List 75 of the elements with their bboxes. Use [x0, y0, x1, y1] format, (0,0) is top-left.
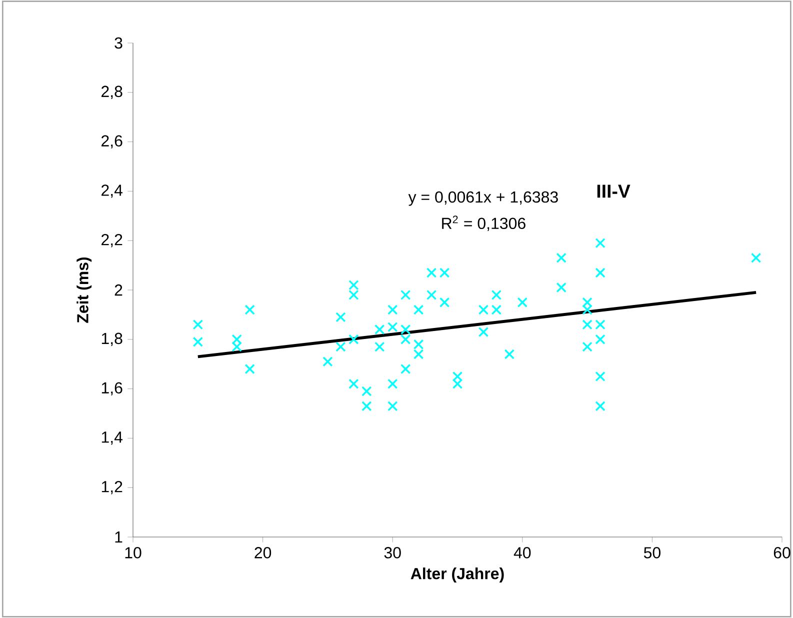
x-tick-label: 30 [384, 547, 401, 558]
point [595, 268, 606, 278]
y-tick-label: 1,6 [102, 382, 122, 396]
point [232, 334, 242, 345]
point [439, 297, 450, 308]
y-tick-label: 1 [115, 532, 122, 543]
point [504, 349, 515, 360]
point [387, 322, 398, 332]
point [322, 356, 333, 367]
annotation: III-V [597, 184, 630, 198]
point [595, 371, 606, 382]
point [244, 304, 255, 315]
point [556, 252, 566, 263]
point [348, 378, 359, 389]
point [336, 312, 346, 322]
point [426, 290, 437, 300]
point [452, 371, 463, 382]
point [582, 297, 592, 308]
point [348, 280, 359, 290]
point [387, 400, 398, 412]
x-tick-label: 60 [774, 547, 790, 558]
point [232, 342, 242, 352]
y-tick-label: 2,4 [102, 184, 122, 198]
point [556, 282, 566, 293]
point [582, 342, 592, 352]
point [439, 268, 450, 278]
point [192, 319, 204, 330]
point [348, 290, 359, 300]
point [400, 324, 411, 335]
point [426, 268, 437, 278]
point [400, 334, 411, 345]
point [595, 400, 606, 412]
point [362, 386, 372, 396]
point [413, 349, 424, 360]
annotation: R$^{2}$ = 0,1306 [442, 216, 526, 231]
y-tick-label: 2,6 [102, 135, 122, 148]
point [336, 342, 346, 352]
point [362, 400, 372, 412]
point [387, 378, 398, 389]
point [374, 324, 385, 335]
y-tick-label: 1,8 [102, 332, 122, 346]
point [517, 297, 528, 308]
point [491, 290, 502, 300]
point [400, 290, 411, 300]
x-tick-label: 50 [644, 547, 660, 558]
point [582, 319, 592, 330]
y-tick-label: 2,2 [102, 234, 122, 248]
point [595, 238, 606, 248]
x-tick-label: 10 [125, 547, 142, 558]
point [478, 326, 489, 338]
point [374, 342, 385, 352]
point [478, 304, 489, 315]
annotation: y = 0,0061x + 1,6383 [408, 191, 558, 206]
point [387, 304, 398, 315]
point [582, 304, 592, 315]
x-tick-label: 40 [514, 547, 531, 558]
point [244, 364, 255, 374]
point [192, 336, 204, 347]
point [452, 378, 463, 389]
point [413, 304, 424, 315]
point [750, 252, 762, 263]
y-tick-label: 2,8 [102, 86, 122, 100]
point [595, 334, 606, 345]
point [491, 304, 502, 315]
x-axis-title: Alter (Jahre) [410, 568, 504, 582]
y-tick-label: 1,2 [102, 480, 122, 494]
y-tick-label: 3 [114, 37, 122, 49]
point [595, 319, 606, 330]
point [413, 339, 424, 350]
y-axis-title: Zeit (ms) [76, 257, 92, 323]
y-tick-label: 2 [114, 284, 122, 296]
x-tick-label: 20 [254, 547, 272, 558]
point [400, 364, 411, 374]
y-tick-label: 1,4 [102, 432, 122, 445]
point [348, 334, 359, 345]
